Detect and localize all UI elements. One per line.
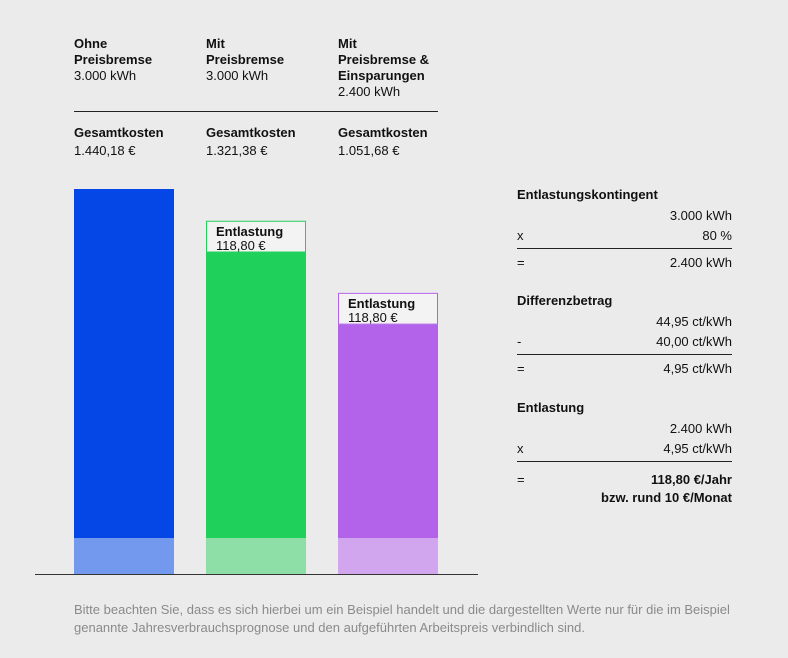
calc-row: = 4,95 ct/kWh — [517, 361, 732, 379]
bar — [338, 324, 438, 538]
cost-label: Gesamtkosten — [74, 125, 164, 140]
calc-row: = 118,80 €/Jahr — [517, 472, 732, 490]
cost-block-1: Gesamtkosten 1.440,18 € — [74, 124, 204, 160]
calc-row: 44,95 ct/kWh — [517, 314, 732, 332]
relief-box — [206, 220, 306, 253]
relief-label: 118,80 € — [216, 238, 266, 253]
bar — [74, 189, 174, 538]
footnote: Bitte beachten Sie, dass es sich hierbei… — [74, 602, 730, 635]
calc-row: 2.400 kWh — [517, 421, 732, 439]
column-kwh: 2.400 kWh — [338, 84, 401, 99]
calc-row: x 4,95 ct/kWh — [517, 441, 732, 459]
calc-title: Entlastungskontingent — [517, 187, 658, 202]
calc-result: 118,80 €/Jahr — [651, 472, 732, 487]
calc-value: 2.400 kWh — [669, 421, 732, 436]
bar — [206, 252, 306, 538]
calc-row: x 80 % — [517, 228, 732, 246]
calc-value: 2.400 kWh — [669, 255, 732, 270]
calc-operator: - — [517, 334, 522, 349]
relief-box — [338, 292, 438, 325]
header-divider — [74, 111, 438, 112]
column-header-1: Ohne Preisbremse 3.000 kWh — [74, 36, 204, 84]
calc-value: 40,00 ct/kWh — [656, 334, 732, 349]
column-title: Ohne Preisbremse — [74, 36, 153, 67]
calc-operator: = — [517, 361, 525, 376]
calc-row: = 2.400 kWh — [517, 255, 732, 273]
calc-title: Entlastung — [517, 400, 585, 415]
bar-base — [206, 538, 306, 574]
calc-value: 44,95 ct/kWh — [656, 314, 732, 329]
cost-value: 1.051,68 € — [338, 143, 400, 158]
calc-value: 3.000 kWh — [669, 208, 732, 223]
calc-value: 4,95 ct/kWh — [663, 361, 732, 376]
calc-operator: = — [517, 472, 525, 487]
relief-label: 118,80 € — [348, 310, 398, 325]
calc-rule — [517, 248, 732, 249]
calc-row: - 40,00 ct/kWh — [517, 334, 732, 352]
bar-base — [338, 538, 438, 574]
cost-value: 1.440,18 € — [74, 143, 136, 158]
calc-operator: x — [517, 228, 524, 243]
calc-row: bzw. rund 10 €/Monat — [517, 490, 732, 508]
calc-title: Differenzbetrag — [517, 293, 613, 308]
cost-label: Gesamtkosten — [338, 125, 428, 140]
cost-label: Gesamtkosten — [206, 125, 296, 140]
calc-operator: = — [517, 255, 525, 270]
column-header-2: Mit Preisbremse 3.000 kWh — [206, 36, 336, 84]
column-title: Mit Preisbremse & Einsparungen — [338, 36, 430, 83]
calc-rule — [517, 461, 732, 462]
cost-block-2: Gesamtkosten 1.321,38 € — [206, 124, 336, 160]
relief-label: Entlastung — [348, 296, 415, 311]
bar-base — [74, 538, 174, 574]
calc-value: 4,95 ct/kWh — [663, 441, 732, 456]
column-title: Mit Preisbremse — [206, 36, 285, 67]
cost-value: 1.321,38 € — [206, 143, 268, 158]
column-kwh: 3.000 kWh — [74, 68, 137, 83]
calc-result-monthly: bzw. rund 10 €/Monat — [601, 490, 732, 505]
calc-operator: x — [517, 441, 524, 456]
calc-value: 80 % — [702, 228, 732, 243]
calc-row: 3.000 kWh — [517, 208, 732, 226]
cost-block-3: Gesamtkosten 1.051,68 € — [338, 124, 468, 160]
calc-rule — [517, 354, 732, 355]
relief-label: Entlastung — [216, 224, 283, 239]
column-header-3: Mit Preisbremse & Einsparungen 2.400 kWh — [338, 36, 468, 100]
column-kwh: 3.000 kWh — [206, 68, 269, 83]
